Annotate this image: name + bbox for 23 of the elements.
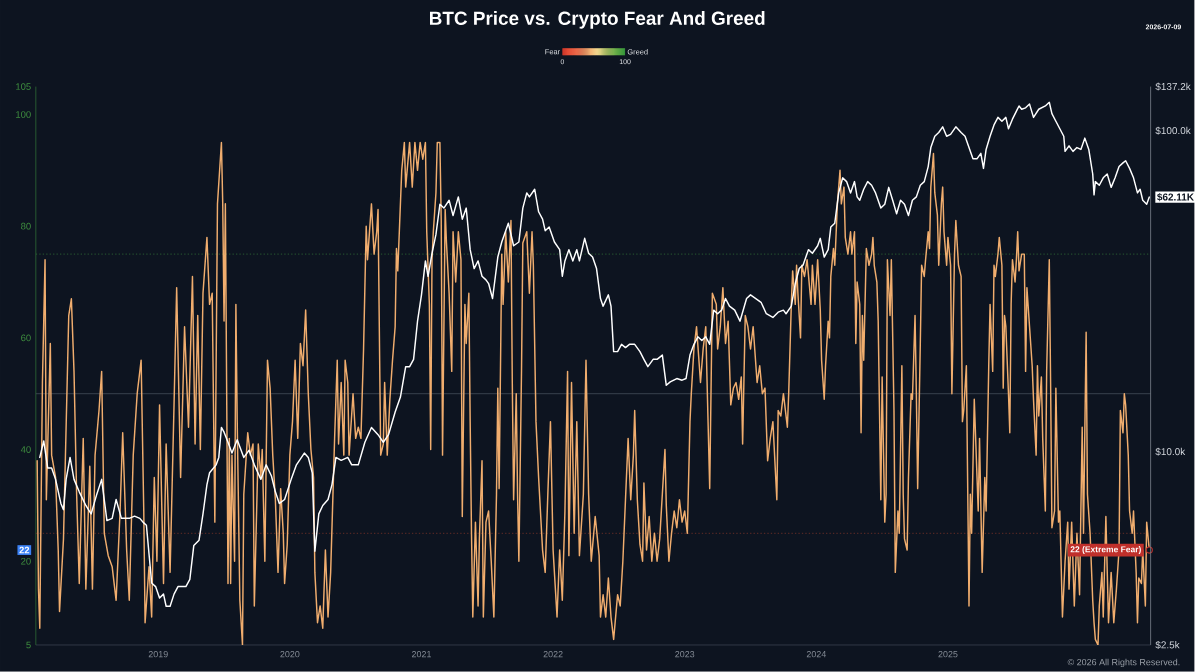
x-tick-label: 2021	[411, 651, 431, 658]
chart-title: BTC Price vs. Crypto Fear And Greed	[429, 11, 765, 29]
y-tick-label: 22	[19, 546, 30, 554]
y2-tick-label: $10.0k	[1155, 447, 1186, 456]
y-tick-label: 100	[16, 111, 31, 118]
y-tick-label: 20	[21, 557, 31, 565]
x-tick-label: 2025	[938, 651, 958, 658]
annotation: 22 (Extreme Fear)	[1070, 546, 1141, 555]
y2-tick-label: $100.0k	[1155, 126, 1191, 135]
x-tick-label: 2020	[280, 651, 300, 658]
text: © 2026 All Rights Reserved.	[1067, 658, 1180, 668]
x-tick-label: 2023	[675, 651, 695, 658]
y2-tick-label: $137.2k	[1155, 82, 1191, 91]
x-tick-label: 2022	[543, 651, 563, 658]
y-tick-label: 60	[21, 334, 31, 342]
y-tick-label: 105	[16, 83, 31, 90]
y-tick-label: 80	[21, 222, 31, 230]
y2-tick-label: $62.11K	[1157, 193, 1194, 202]
x-tick-label: 2024	[806, 651, 827, 658]
y-tick-label: 40	[20, 446, 31, 453]
y2-tick-label: $2.5k	[1155, 641, 1180, 650]
x-tick-label: 2019	[148, 651, 168, 658]
y-tick-label: 5	[26, 641, 31, 649]
